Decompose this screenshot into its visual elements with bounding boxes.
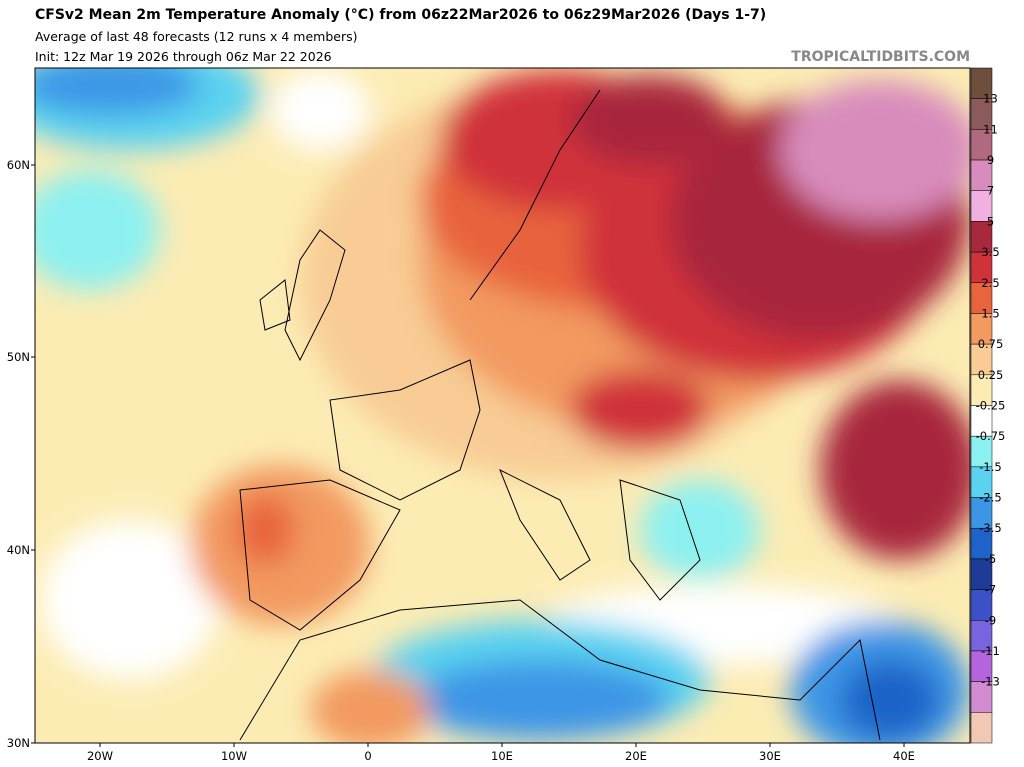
lat-label: 40N	[7, 543, 30, 557]
colorbar-label: 9	[987, 153, 994, 167]
colorbar-segment	[970, 712, 993, 744]
colorbar-label: -5	[985, 552, 996, 566]
lon-label: 10W	[221, 749, 247, 763]
colorbar-label: 5	[987, 214, 994, 228]
subtitle: Average of last 48 forecasts (12 runs x …	[35, 29, 357, 44]
lon-label: 0	[364, 749, 371, 763]
coastlines	[239, 89, 881, 741]
colorbar-label: 0.75	[978, 337, 1004, 351]
colorbar-label: -2.5	[979, 491, 1001, 505]
colorbar: 13 11 9 7 5 3.5 2.5 1.5 0.75 0.25 -0.25 -0.75 -1.5 -2…	[970, 67, 1006, 744]
colorbar-label: 1.5	[981, 306, 999, 320]
lon-label: 40E	[893, 749, 915, 763]
title: CFSv2 Mean 2m Temperature Anomaly (°C) f…	[35, 7, 766, 23]
colorbar-label: -0.25	[976, 399, 1006, 413]
colorbar-label: -9	[985, 613, 996, 627]
colorbar-label: 0.25	[978, 368, 1004, 382]
lon-label: 20W	[87, 749, 113, 763]
lon-label: 30E	[759, 749, 781, 763]
lat-label: 60N	[7, 158, 30, 172]
colorbar-label: 3.5	[981, 245, 999, 259]
map	[35, 68, 970, 743]
colorbar-label: 7	[987, 184, 994, 198]
colorbar-label: -1.5	[979, 460, 1001, 474]
lon-label: 10E	[491, 749, 513, 763]
colorbar-label: 13	[983, 92, 998, 106]
init-text: Init: 12z Mar 19 2026 through 06z Mar 22…	[35, 49, 332, 64]
lat-label: 50N	[7, 350, 30, 364]
axes: 60N 50N 40N 30N 20W 10W 0 10E 20E 30E 40E	[7, 158, 915, 763]
colorbar-label: -11	[981, 644, 1000, 658]
colorbar-label: -7	[985, 583, 996, 597]
colorbar-label: 11	[983, 122, 998, 136]
lat-label: 30N	[7, 736, 30, 750]
colorbar-label: 2.5	[981, 276, 999, 290]
watermark: TROPICALTIDBITS.COM	[791, 49, 970, 65]
colorbar-label: -3.5	[979, 521, 1001, 535]
colorbar-label: -0.75	[976, 429, 1006, 443]
lon-label: 20E	[625, 749, 647, 763]
colorbar-label: -13	[981, 675, 1000, 689]
